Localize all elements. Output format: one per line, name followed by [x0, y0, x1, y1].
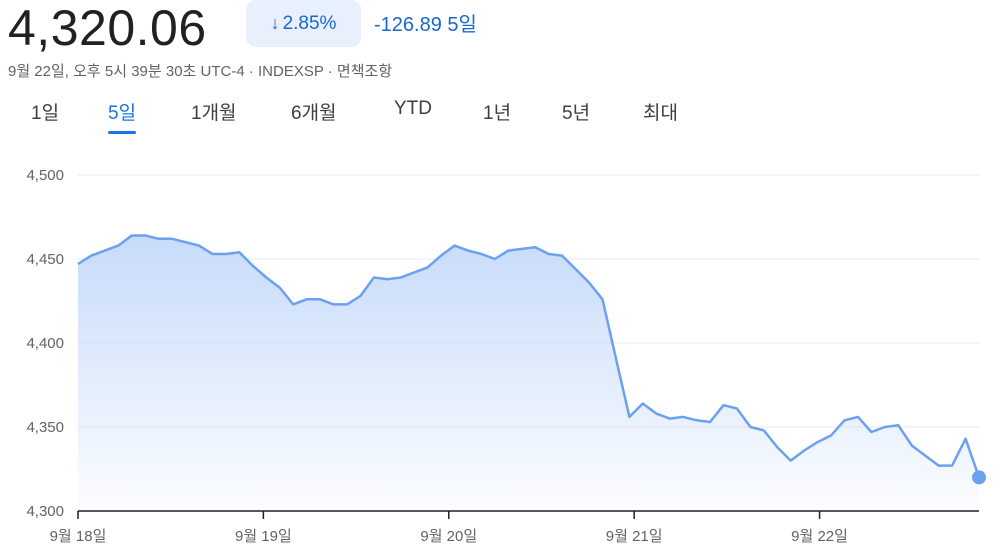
absolute-change-value: -126.89 — [374, 14, 442, 36]
y-tick-label: 4,450 — [26, 251, 64, 268]
tab-6m[interactable]: 6개월 — [291, 103, 337, 124]
price-area — [78, 235, 979, 511]
y-tick-label: 4,350 — [26, 419, 64, 436]
tab-5y[interactable]: 5년 — [562, 103, 591, 124]
range-tabs: 1일 5일 1개월 6개월 YTD 1년 5년 최대 — [0, 98, 993, 134]
percent-change-badge: ↓ 2.85% — [246, 0, 361, 47]
y-tick-label: 4,400 — [26, 335, 64, 352]
tab-1m[interactable]: 1개월 — [191, 103, 237, 124]
x-tick-label: 9월 20일 — [420, 528, 477, 545]
tab-5d[interactable]: 5일 — [108, 98, 137, 134]
change-range-label: 5일 — [447, 14, 477, 36]
last-price-marker — [972, 470, 986, 485]
tab-ytd[interactable]: YTD — [394, 98, 432, 119]
percent-change-value: 2.85% — [282, 12, 337, 34]
x-tick-label: 9월 18일 — [50, 528, 107, 545]
y-tick-label: 4,500 — [26, 167, 64, 184]
current-price: 4,320.06 — [8, 0, 207, 56]
tab-max[interactable]: 최대 — [643, 103, 678, 124]
tab-1d[interactable]: 1일 — [31, 103, 60, 124]
quote-meta: 9월 22일, 오후 5시 39분 30초 UTC-4 · INDEXSP · … — [8, 63, 393, 80]
tab-1y[interactable]: 1년 — [483, 103, 512, 124]
arrow-down-icon: ↓ — [270, 13, 280, 33]
x-tick-label: 9월 22일 — [791, 528, 848, 545]
y-tick-label: 4,300 — [26, 503, 64, 520]
absolute-change: -126.89 5일 — [374, 8, 477, 37]
x-tick-label: 9월 19일 — [235, 528, 292, 545]
x-tick-label: 9월 21일 — [606, 528, 663, 545]
price-line — [77, 234, 981, 478]
